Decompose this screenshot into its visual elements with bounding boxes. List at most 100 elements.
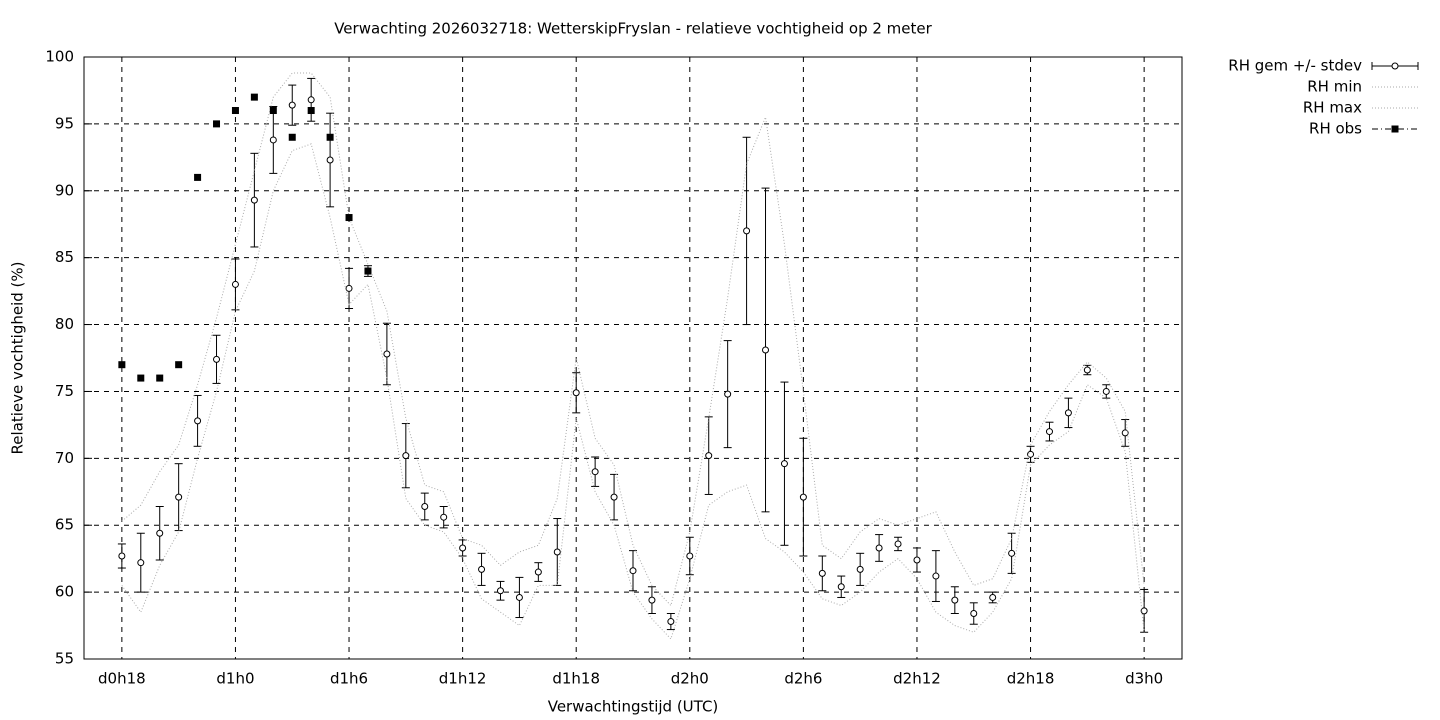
mean-point [250, 196, 258, 204]
mean-point [553, 548, 561, 556]
x-tick-label: d1h0 [216, 670, 254, 688]
obs-point [175, 361, 183, 369]
mean-point [459, 544, 467, 552]
x-tick-label: d2h18 [1007, 670, 1055, 688]
mean-point [572, 389, 580, 397]
mean-point [762, 346, 770, 354]
mean-point [1121, 429, 1129, 437]
mean-point [1027, 450, 1035, 458]
obs-point [345, 214, 353, 222]
y-tick-label: 65 [55, 516, 74, 534]
mean-point [118, 552, 126, 560]
obs-point [213, 120, 221, 128]
obs-point [288, 133, 296, 141]
y-tick-label: 60 [55, 583, 74, 601]
mean-point [194, 417, 202, 425]
y-axis-label: Relatieve vochtigheid (%) [9, 261, 27, 454]
x-tick-label: d1h12 [439, 670, 487, 688]
mean-point [894, 540, 902, 548]
mean-point [837, 583, 845, 591]
y-tick-label: 55 [55, 650, 74, 668]
mean-point [213, 355, 221, 363]
mean-point [875, 544, 883, 552]
y-tick-label: 80 [55, 315, 74, 333]
mean-point [724, 390, 732, 398]
mean-point [269, 136, 277, 144]
mean-point [307, 96, 315, 104]
obs-point [118, 361, 126, 369]
mean-point [478, 565, 486, 573]
mean-point [932, 572, 940, 580]
mean-point [345, 284, 353, 292]
legend-swatch [1391, 125, 1399, 133]
x-axis-label: Verwachtingstijd (UTC) [548, 698, 719, 716]
legend-label: RH obs [1309, 120, 1362, 138]
mean-point [629, 567, 637, 575]
mean-point [156, 529, 164, 537]
range-line [121, 143, 1145, 640]
y-tick-label: 90 [55, 181, 74, 199]
mean-point [231, 280, 239, 288]
mean-point [686, 552, 694, 560]
mean-point [383, 350, 391, 358]
mean-point [1102, 387, 1110, 395]
mean-point [1045, 428, 1053, 436]
mean-point [705, 452, 713, 460]
y-tick-label: 85 [55, 248, 74, 266]
x-tick-label: d2h12 [893, 670, 941, 688]
y-tick-label: 75 [55, 382, 74, 400]
mean-point [799, 493, 807, 501]
mean-point [326, 156, 334, 164]
x-tick-label: d0h18 [98, 670, 146, 688]
legend-swatch [1391, 62, 1399, 70]
obs-point [307, 107, 315, 115]
x-tick-label: d1h18 [552, 670, 600, 688]
mean-point [743, 227, 751, 235]
obs-point [231, 107, 239, 115]
legend-label: RH gem +/- stdev [1228, 57, 1362, 75]
mean-point [1140, 607, 1148, 615]
y-tick-label: 70 [55, 449, 74, 467]
x-tick-label: d3h0 [1125, 670, 1163, 688]
obs-point [269, 107, 277, 115]
mean-point [856, 565, 864, 573]
mean-point [913, 556, 921, 564]
mean-point [648, 596, 656, 604]
legend-label: RH min [1307, 78, 1362, 96]
obs-point [194, 173, 202, 181]
mean-point [175, 493, 183, 501]
mean-point [610, 493, 618, 501]
mean-point [591, 468, 599, 476]
mean-point [818, 569, 826, 577]
obs-point [156, 374, 164, 382]
mean-point [534, 568, 542, 576]
plot-frame [83, 56, 1183, 660]
obs-point [364, 267, 372, 275]
x-tick-label: d2h0 [671, 670, 709, 688]
obs-point [137, 374, 145, 382]
mean-point [989, 593, 997, 601]
mean-point [402, 452, 410, 460]
mean-point [515, 593, 523, 601]
mean-point [1008, 549, 1016, 557]
mean-point [440, 513, 448, 521]
mean-point [288, 101, 296, 109]
mean-point [1083, 366, 1091, 374]
mean-point [421, 502, 429, 510]
mean-point [970, 610, 978, 618]
y-tick-label: 95 [55, 114, 74, 132]
mean-point [951, 596, 959, 604]
mean-point [780, 460, 788, 468]
obs-point [326, 133, 334, 141]
mean-point [667, 618, 675, 626]
x-tick-label: d1h6 [330, 670, 368, 688]
x-tick-label: d2h6 [784, 670, 822, 688]
mean-point [496, 587, 504, 595]
y-tick-label: 100 [45, 48, 74, 66]
mean-point [137, 559, 145, 567]
legend-label: RH max [1303, 99, 1362, 117]
mean-point [1064, 409, 1072, 417]
obs-point [250, 93, 258, 101]
chart-title: Verwachting 2026032718: WetterskipFrysla… [334, 20, 932, 38]
